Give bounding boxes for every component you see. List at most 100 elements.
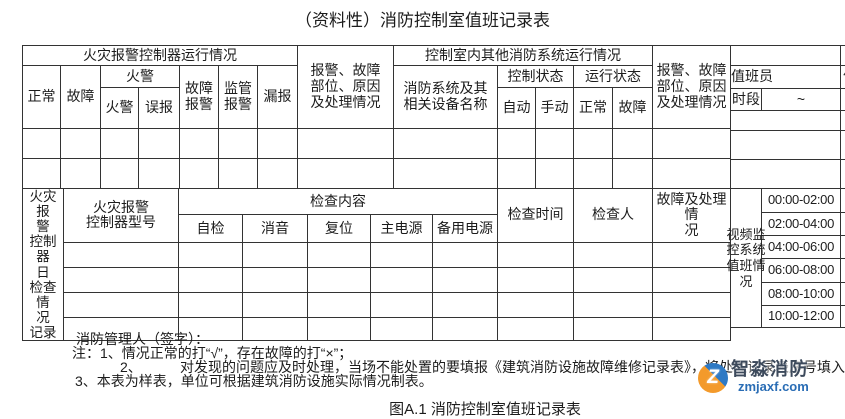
col-normal: 正常 (22, 65, 61, 129)
empty-cell (730, 45, 841, 66)
col-backup-power: 备用电源 (431, 214, 499, 243)
empty-cell (840, 258, 845, 283)
empty-cell (497, 317, 575, 342)
data-row (23, 241, 732, 268)
duty-officer-label: 值班员 (730, 65, 841, 89)
empty-cell (178, 266, 243, 293)
figure-caption: 图A.1 消防控制室值班记录表 (389, 401, 581, 418)
empty-cell (652, 241, 732, 268)
data-row (23, 291, 732, 319)
period-range: ~ (761, 88, 841, 111)
duty-spacer-row (730, 110, 845, 131)
other-alarm-detail-header: 报警、故障 部位、原因 及处理情况 (652, 45, 732, 129)
empty-cell (652, 291, 732, 319)
zhimiao-logo-icon: Z (698, 363, 728, 393)
empty-cell (63, 241, 179, 268)
col-main-power: 主电源 (370, 214, 433, 243)
fire-alarm-section-title: 火灾报警控制器运行情况 (21, 45, 299, 66)
col-run-normal: 正常 (573, 87, 614, 129)
note-3: 3、本表为样表，单位可根据建筑消防设施实际情况制表。 (75, 373, 433, 389)
empty-cell (22, 128, 61, 159)
data-row (730, 159, 845, 189)
empty-cell (612, 158, 654, 189)
empty-cell (256, 158, 299, 189)
empty-cell (393, 128, 499, 159)
note-1: 注：1、情况正常的打“√”，存在故障的打“×”； (72, 345, 353, 361)
watermark-site: zmjaxf.com (738, 379, 809, 394)
col-check-time: 检查时间 (497, 188, 575, 243)
empty-cell (573, 266, 654, 293)
empty-cell (840, 110, 845, 131)
section2-subheader-row: 自检 消音 复位 主电源 备用电源 (23, 214, 731, 243)
empty-cell (612, 128, 654, 159)
empty-cell (573, 241, 654, 268)
empty-cell (63, 291, 179, 319)
empty-cell (573, 158, 614, 189)
duty-top-row (730, 45, 845, 66)
empty-cell (497, 291, 575, 319)
alarm-detail-header: 报警、故障 部位、原因 及处理情况 (297, 45, 395, 129)
next-duty-officer-label: 值班员 (840, 65, 845, 89)
empty-cell (256, 128, 299, 159)
time-slot-row: 10:00-12:00 (731, 305, 845, 328)
fire-alarm-operation-table: 火灾报警控制器运行情况 报警、故障 部位、原因 及处理情况 控制室内其他消防系统… (21, 45, 732, 189)
empty-cell (100, 128, 139, 159)
empty-cell (840, 159, 845, 189)
empty-cell (307, 291, 371, 319)
time-slot: 02:00-04:00 (761, 212, 841, 236)
col-auto: 自动 (497, 87, 537, 129)
empty-cell (218, 158, 258, 189)
col-fault-handling: 故障及处理情 况 (652, 188, 732, 243)
col-device-name: 消防系统及其 相关设备名称 (393, 65, 499, 129)
empty-cell (138, 158, 180, 189)
section2-header-row: 火灾报 警 控制器 日 检查情 况 记录 火灾报警 控制器型号 检查内容 检查时… (22, 187, 732, 342)
note-2-number: 2、 (120, 359, 142, 375)
time-slot-row: 视频监 控系统 值班情 况 00:00-02:00 (726, 188, 845, 328)
empty-cell (178, 291, 243, 319)
col-fault: 故障 (60, 65, 101, 129)
col-fault-alarm: 故障 报警 (179, 65, 219, 129)
empty-cell (63, 317, 179, 342)
empty-cell (63, 266, 179, 293)
col-controller-model: 火灾报警 控制器型号 (63, 188, 179, 243)
time-slot-row: 04:00-06:00 (731, 235, 845, 259)
col-check-content: 检查内容 (177, 187, 499, 216)
time-slot: 04:00-06:00 (761, 235, 841, 259)
empty-cell (370, 317, 433, 342)
empty-cell (60, 158, 101, 189)
other-systems-section-title: 控制室内其他消防系统运行情况 (393, 45, 654, 66)
empty-cell (297, 158, 395, 189)
empty-cell (431, 266, 499, 293)
empty-cell (242, 317, 308, 342)
empty-cell (840, 188, 845, 213)
empty-cell (840, 212, 845, 236)
empty-cell (840, 305, 845, 328)
empty-cell (242, 291, 308, 319)
empty-cell (393, 158, 499, 189)
data-row (730, 130, 845, 160)
time-slot-row: 02:00-04:00 (731, 212, 845, 236)
empty-cell (840, 130, 845, 160)
watermark-brand: 智淼消防 (731, 359, 809, 379)
daily-check-row-header: 火灾报 警 控制器 日 检查情 况 记录 (22, 187, 64, 342)
empty-cell (307, 266, 371, 293)
empty-cell (431, 317, 499, 342)
empty-cell (730, 159, 841, 189)
col-control-state: 控制状态 (497, 65, 575, 88)
empty-cell (497, 128, 537, 159)
section1-header-row: 火灾报警控制器运行情况 报警、故障 部位、原因 及处理情况 控制室内其他消防系统… (21, 45, 732, 129)
duty-period-row: 时段 ~ (730, 88, 845, 111)
empty-cell (242, 241, 308, 268)
data-row (23, 266, 732, 293)
time-slot: 00:00-02:00 (761, 188, 841, 213)
empty-cell (22, 158, 61, 189)
empty-cell (535, 158, 575, 189)
section1-subheader-row2: 火警 误报 自动 手动 正常 故障 (23, 87, 731, 129)
empty-cell (370, 266, 433, 293)
empty-cell (178, 241, 243, 268)
page-title: （资料性）消防控制室值班记录表 (295, 11, 550, 30)
empty-cell (497, 158, 537, 189)
empty-cell (179, 158, 219, 189)
empty-cell (573, 317, 654, 342)
